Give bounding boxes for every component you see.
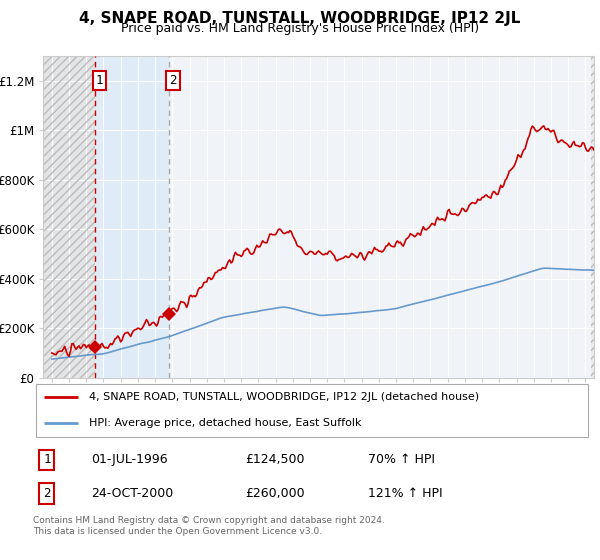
Text: 4, SNAPE ROAD, TUNSTALL, WOODBRIDGE, IP12 2JL: 4, SNAPE ROAD, TUNSTALL, WOODBRIDGE, IP1… [79, 11, 521, 26]
Text: Price paid vs. HM Land Registry's House Price Index (HPI): Price paid vs. HM Land Registry's House … [121, 22, 479, 35]
Text: 2: 2 [170, 74, 177, 87]
Text: 1: 1 [43, 454, 50, 466]
Text: £124,500: £124,500 [245, 454, 305, 466]
Text: 24-OCT-2000: 24-OCT-2000 [92, 487, 174, 500]
Text: 01-JUL-1996: 01-JUL-1996 [92, 454, 168, 466]
Text: 121% ↑ HPI: 121% ↑ HPI [368, 487, 442, 500]
Bar [43, 56, 95, 378]
Text: 1: 1 [95, 74, 103, 87]
Bar [43, 56, 95, 378]
FancyBboxPatch shape [36, 384, 588, 437]
Bar [95, 56, 169, 378]
Text: £260,000: £260,000 [245, 487, 305, 500]
Bar [590, 56, 594, 378]
Text: 4, SNAPE ROAD, TUNSTALL, WOODBRIDGE, IP12 2JL (detached house): 4, SNAPE ROAD, TUNSTALL, WOODBRIDGE, IP1… [89, 392, 479, 402]
Text: 70% ↑ HPI: 70% ↑ HPI [368, 454, 435, 466]
Text: 2: 2 [43, 487, 50, 500]
Bar [590, 56, 594, 378]
Text: HPI: Average price, detached house, East Suffolk: HPI: Average price, detached house, East… [89, 418, 361, 428]
Text: Contains HM Land Registry data © Crown copyright and database right 2024.
This d: Contains HM Land Registry data © Crown c… [33, 516, 385, 536]
